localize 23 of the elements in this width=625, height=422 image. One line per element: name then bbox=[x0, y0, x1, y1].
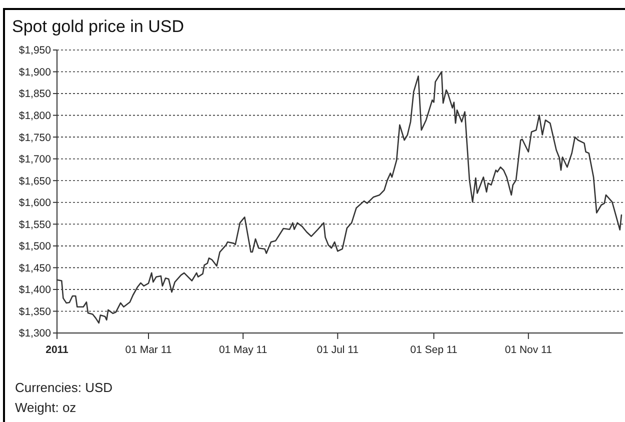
x-tick-label: 01 Jul 11 bbox=[316, 344, 359, 356]
y-tick-label: $1,350 bbox=[18, 306, 52, 318]
y-tick-label: $1,800 bbox=[18, 110, 52, 122]
y-tick-label: $1,450 bbox=[18, 262, 52, 274]
y-tick-label: $1,900 bbox=[18, 66, 52, 78]
x-tick-label: 2011 bbox=[46, 344, 69, 356]
y-tick-label: $1,600 bbox=[18, 197, 52, 210]
y-tick-label: $1,400 bbox=[18, 284, 52, 296]
y-tick-label: $1,550 bbox=[18, 218, 52, 231]
y-tick-label: $1,700 bbox=[18, 154, 52, 166]
x-tick-label: 01 Sep 11 bbox=[410, 344, 458, 356]
x-tick-label: 01 May 11 bbox=[218, 344, 268, 356]
text: Currencies: USD bbox=[15, 380, 113, 395]
chart-title: Spot gold price in USD bbox=[12, 17, 184, 36]
y-tick-label: $1,300 bbox=[18, 328, 52, 340]
y-tick-label: $1,500 bbox=[18, 240, 52, 253]
x-tick-label: 01 Mar 11 bbox=[125, 344, 172, 356]
y-tick-label: $1,650 bbox=[18, 175, 52, 188]
text: Weight: oz bbox=[15, 400, 76, 415]
x-tick-label: 01 Nov 11 bbox=[504, 344, 552, 356]
y-tick-label: $1,750 bbox=[18, 132, 52, 144]
y-tick-label: $1,950 bbox=[18, 44, 52, 57]
y-tick-label: $1,850 bbox=[18, 88, 52, 100]
